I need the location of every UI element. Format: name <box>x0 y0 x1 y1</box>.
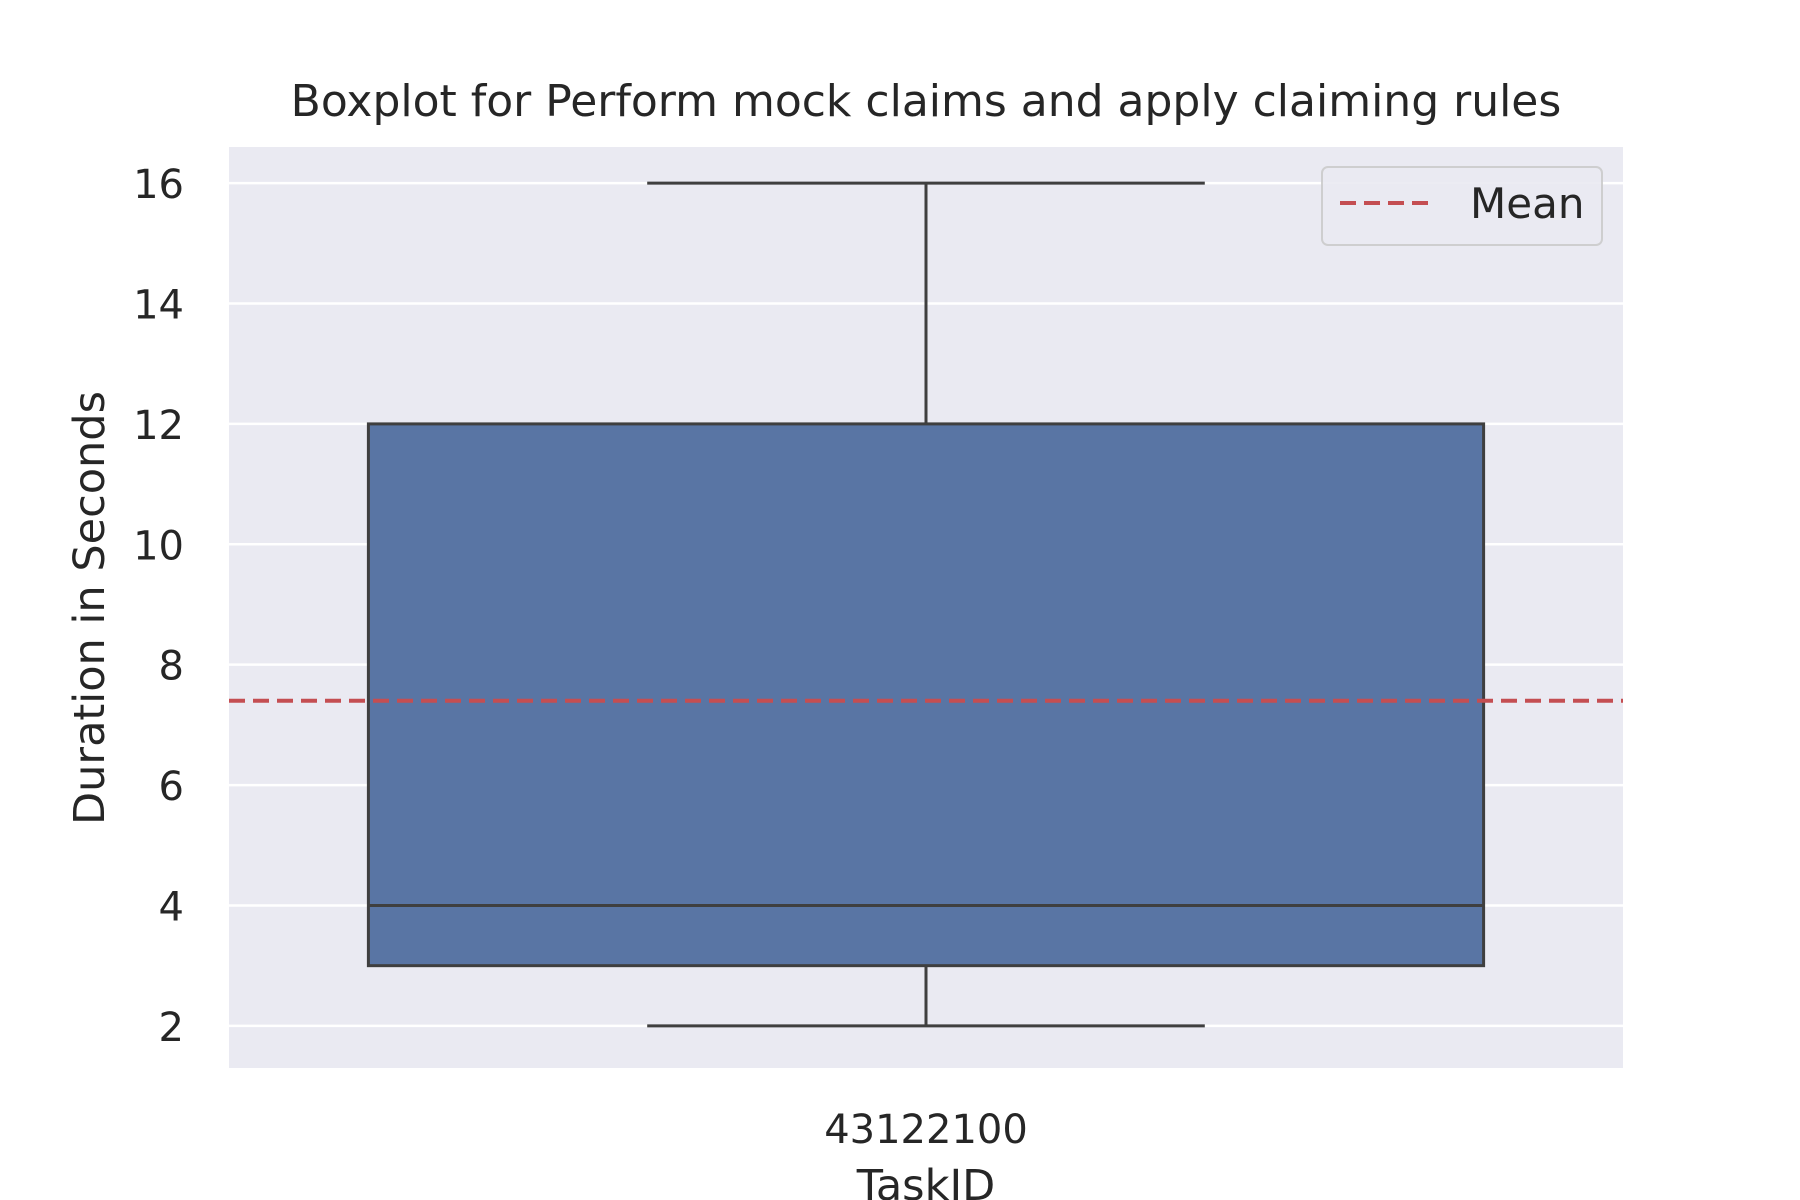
y-tick-label: 14 <box>133 283 184 329</box>
box-iqr <box>366 422 1486 968</box>
x-tick-label: 43122100 <box>824 1107 1028 1153</box>
box-elements <box>366 181 1486 1028</box>
y-tick-label: 16 <box>133 162 184 208</box>
y-tick-label: 2 <box>159 1005 184 1051</box>
y-tick-label: 4 <box>159 884 184 930</box>
y-axis-label: Duration in Seconds <box>65 391 115 825</box>
y-tick-label: 12 <box>133 403 184 449</box>
x-axis-label: TaskID <box>856 1161 996 1200</box>
y-tick-labels: 2 4 6 8 10 12 14 16 <box>133 162 184 1051</box>
x-tick-labels: 43122100 <box>824 1107 1028 1153</box>
legend: Mean <box>1321 166 1603 246</box>
y-tick-label: 6 <box>159 764 184 810</box>
legend-mean-label: Mean <box>1470 179 1584 228</box>
legend-frame <box>1321 166 1603 246</box>
y-tick-label: 10 <box>133 523 184 569</box>
chart-title: Boxplot for Perform mock claims and appl… <box>291 76 1562 127</box>
box-group <box>366 181 1486 1028</box>
y-tick-label: 8 <box>159 644 184 690</box>
